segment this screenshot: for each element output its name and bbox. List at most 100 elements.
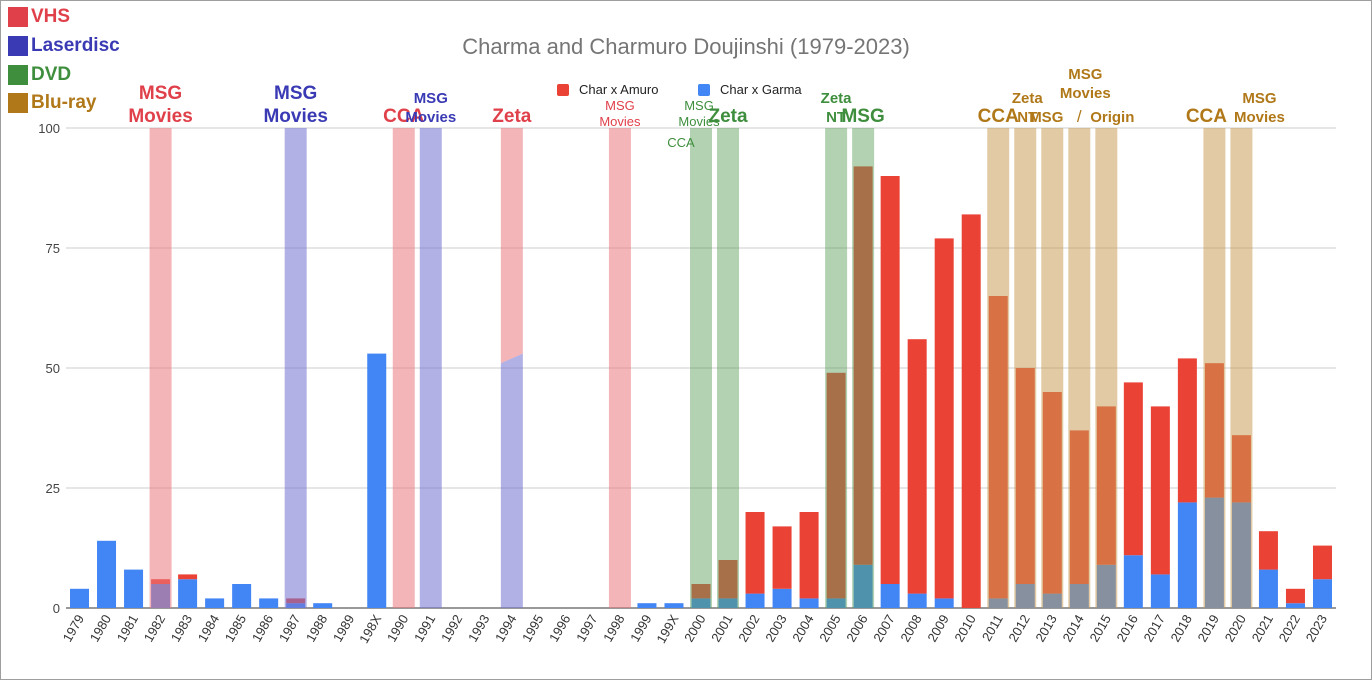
bar-char-x-garma [664,603,684,608]
bar-char-x-garma [907,593,927,608]
annotation-text: MSG [1029,109,1063,126]
annotation-text: Zeta [492,106,532,127]
annotation-text: NT [826,109,846,126]
x-tick-label: 1992 [438,612,465,645]
bar-char-x-garma [313,603,333,608]
bar-char-x-garma [205,598,225,608]
bar-char-x-garma [1123,555,1143,608]
garma-swatch [698,83,710,96]
x-tick-label: 198X [356,612,384,646]
laserdisc-label: Laserdisc [31,35,120,56]
series-legend-amuro: Char x Amuro [557,82,658,97]
release-band-ld [284,128,307,608]
annotation-text: Movies [263,106,327,127]
x-tick-label: 2023 [1303,612,1330,645]
bar-char-x-garma [772,588,792,608]
x-tick-label: 1999 [627,612,654,645]
release-band-bd [1068,128,1091,608]
release-legend-dvd: DVD [8,64,71,86]
annotation-text: CCA [667,135,695,150]
vhs-label: VHS [31,6,71,27]
x-tick-label: 2018 [1168,612,1195,645]
annotation-text: Zeta [821,90,853,107]
garma-legend-label: Char x Garma [720,82,802,97]
annotation-text: Movies [405,109,456,126]
release-band-bd [1014,128,1037,608]
bar-char-x-garma [934,598,954,608]
x-tick-label: 2003 [762,612,789,645]
release-legend-blu-ray: Blu-ray [8,92,96,114]
x-tick-label: 2001 [708,612,735,645]
x-tick-label: 2022 [1276,612,1303,645]
bar-char-x-garma [853,564,873,608]
x-tick-label: 1987 [276,612,303,645]
annotation-text: Movies [678,114,720,129]
annotation-text: Movies [1234,109,1285,126]
y-tick-label: 50 [46,361,60,376]
x-tick-label: 1994 [492,612,519,645]
chart-title: Charma and Charmuro Doujinshi (1979-2023… [462,34,910,59]
bar-char-x-amuro [718,560,738,599]
dvd-label: DVD [31,64,72,85]
release-band-laserdisc [500,353,523,608]
bar-char-x-garma [259,598,279,608]
x-tick-label: 2020 [1222,612,1249,645]
amuro-swatch [557,83,569,96]
bar-char-x-amuro [1258,531,1278,570]
release-band-dvd [852,128,875,608]
bar-char-x-amuro [691,584,711,599]
annotation-text: Movies [1060,85,1111,102]
y-tick-label: 100 [38,121,60,136]
x-tick-label: 2014 [1059,612,1086,645]
x-tick-label: 2012 [1005,612,1032,645]
y-tick-label: 25 [46,481,60,496]
bar-char-x-amuro [799,512,819,599]
series-legend-garma: Char x Garma [698,82,802,97]
bar-char-x-garma [1177,502,1197,608]
release-band-vhs [608,128,631,608]
x-tick-label: 1991 [411,612,438,645]
x-tick-label: 1985 [222,612,249,645]
bar-char-x-amuro [826,372,846,599]
bar-char-x-garma [178,579,198,608]
x-tick-label: 1982 [141,612,168,645]
release-band-dvd [825,128,848,608]
x-tick-label: 2006 [843,612,870,645]
bar-char-x-amuro [907,339,927,594]
bar-char-x-garma [97,540,117,608]
release-band-bd [1041,128,1064,608]
annotation-text: / [1077,107,1082,126]
x-tick-label: 2002 [735,612,762,645]
x-tick-label: 1990 [384,612,411,645]
annotation-text: MSG [274,83,317,104]
bar-char-x-amuro [772,526,792,589]
release-band-dvd [717,128,740,608]
x-tick-label: 1989 [330,612,357,645]
x-tick-label: 1996 [546,612,573,645]
bar-char-x-garma [70,588,90,608]
x-tick-label: 1983 [168,612,195,645]
annotation-text: CCA [383,106,424,127]
bar-char-x-amuro [880,176,900,584]
release-band-vhs [149,128,172,608]
bar-char-x-amuro [1123,382,1143,556]
x-tick-label: 1981 [114,612,141,645]
bar-char-x-garma [637,603,657,608]
x-tick-label: 2011 [979,612,1006,644]
vhs-swatch [8,7,28,27]
annotation-text: CCA [978,106,1019,127]
amuro-legend-label: Char x Amuro [579,82,659,97]
x-tick-label: 2004 [789,612,816,645]
bar-char-x-garma [826,598,846,608]
annotation-text: MSG [1068,66,1102,83]
release-band-bd [1203,128,1226,608]
bar-char-x-garma [799,598,819,608]
annotation-text: NT [1017,109,1037,126]
annotation-text: MSG [605,98,635,113]
x-tick-label: 2021 [1249,612,1276,645]
x-tick-label: 1986 [249,612,276,645]
annotation-text: Origin [1090,109,1134,126]
x-tick-label: 1997 [573,612,600,645]
release-band-bd [1095,128,1118,608]
bar-char-x-garma [1312,579,1332,608]
